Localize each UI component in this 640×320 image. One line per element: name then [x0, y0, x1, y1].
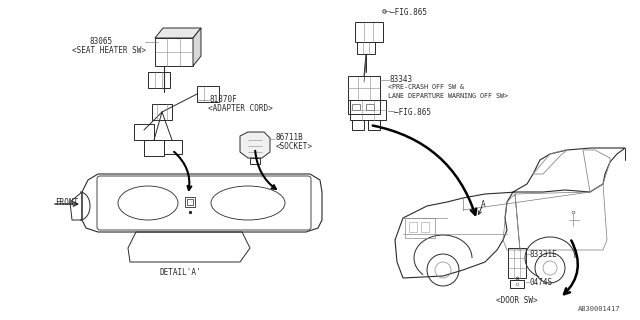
Bar [250, 158, 260, 164]
Text: 86711B: 86711B [276, 133, 304, 142]
Text: 0474S: 0474S [530, 278, 553, 287]
Bar [508, 248, 526, 278]
Text: <SOCKET>: <SOCKET> [276, 142, 313, 151]
Text: 83065: 83065 [90, 37, 113, 46]
Bar [185, 197, 195, 207]
Bar [357, 42, 375, 54]
Bar [164, 140, 182, 154]
Bar [144, 140, 164, 156]
Bar [152, 104, 172, 120]
Text: A: A [481, 200, 485, 209]
Text: FRONT: FRONT [55, 198, 78, 207]
Bar [350, 100, 386, 120]
Bar [197, 86, 219, 102]
Bar [352, 120, 364, 130]
Bar [355, 22, 383, 42]
Text: —FIG.865: —FIG.865 [394, 108, 431, 117]
Text: <SEAT HEATER SW>: <SEAT HEATER SW> [72, 46, 146, 55]
Text: <ADAPTER CORD>: <ADAPTER CORD> [208, 104, 273, 113]
Bar [366, 104, 374, 110]
Polygon shape [240, 132, 270, 158]
Polygon shape [155, 28, 201, 38]
Text: <PRE-CRASH OFF SW &: <PRE-CRASH OFF SW & [388, 84, 464, 90]
Text: —FIG.865: —FIG.865 [390, 8, 427, 17]
Bar [368, 120, 380, 130]
Text: DETAIL'A': DETAIL'A' [159, 268, 201, 277]
Bar [352, 104, 360, 110]
Bar [155, 38, 193, 66]
Bar [187, 199, 193, 205]
Bar [510, 280, 524, 288]
Text: LANE DEPARTURE WARNING OFF SW>: LANE DEPARTURE WARNING OFF SW> [388, 93, 508, 99]
Text: 83331E: 83331E [530, 250, 557, 259]
Polygon shape [193, 28, 201, 66]
Bar [134, 124, 154, 140]
Text: <DOOR SW>: <DOOR SW> [496, 296, 538, 305]
Bar [348, 100, 380, 114]
Text: 81870F: 81870F [210, 95, 237, 104]
Bar [348, 76, 380, 100]
Bar [421, 222, 429, 232]
Bar [405, 218, 435, 238]
Bar [148, 72, 170, 88]
Text: 83343: 83343 [390, 75, 413, 84]
Bar [409, 222, 417, 232]
Text: AB30001417: AB30001417 [577, 306, 620, 312]
